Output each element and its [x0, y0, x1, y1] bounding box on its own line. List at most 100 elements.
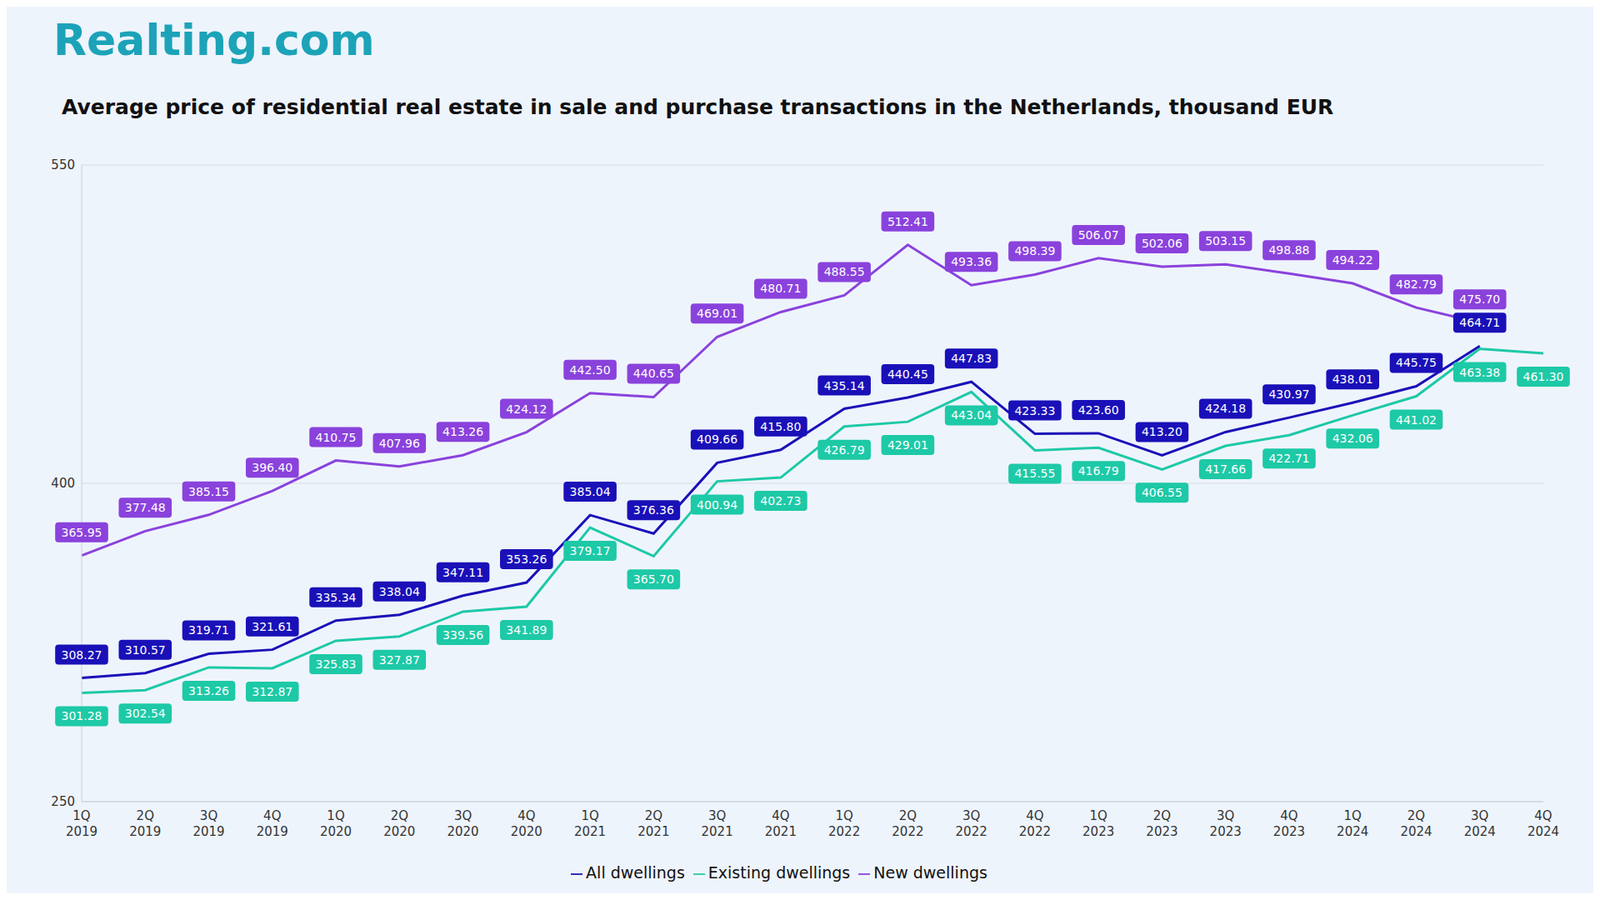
svg-text:4Q: 4Q [1025, 808, 1044, 824]
svg-text:2020: 2020 [383, 824, 415, 840]
svg-text:385.04: 385.04 [570, 485, 611, 499]
svg-text:2Q: 2Q [899, 808, 917, 824]
svg-text:415.80: 415.80 [760, 420, 801, 434]
svg-text:413.26: 413.26 [442, 425, 484, 439]
svg-text:417.66: 417.66 [1205, 462, 1246, 476]
svg-text:488.55: 488.55 [824, 265, 865, 279]
svg-text:2020: 2020 [446, 824, 479, 840]
svg-text:1Q: 1Q [580, 808, 599, 824]
svg-text:2024: 2024 [1336, 824, 1369, 840]
svg-text:376.36: 376.36 [633, 503, 675, 517]
svg-text:2023: 2023 [1082, 824, 1115, 840]
svg-text:402.73: 402.73 [760, 494, 801, 508]
svg-text:429.01: 429.01 [887, 438, 929, 452]
svg-text:4Q: 4Q [1534, 808, 1552, 824]
svg-text:475.70: 475.70 [1459, 292, 1500, 306]
svg-text:2020: 2020 [320, 824, 352, 840]
svg-text:445.75: 445.75 [1395, 355, 1437, 370]
svg-text:319.71: 319.71 [188, 623, 230, 637]
svg-text:441.02: 441.02 [1395, 413, 1437, 427]
svg-text:2020: 2020 [510, 824, 543, 840]
svg-text:2023: 2023 [1273, 824, 1305, 840]
svg-text:339.56: 339.56 [442, 628, 484, 642]
svg-text:550: 550 [50, 157, 75, 173]
svg-text:493.36: 493.36 [950, 255, 992, 269]
svg-text:312.87: 312.87 [251, 685, 293, 699]
svg-text:302.54: 302.54 [125, 706, 166, 720]
svg-text:440.65: 440.65 [633, 366, 675, 380]
svg-text:2022: 2022 [1019, 824, 1051, 840]
svg-text:424.12: 424.12 [505, 402, 547, 416]
svg-text:447.83: 447.83 [950, 351, 992, 365]
svg-text:2021: 2021 [637, 824, 670, 840]
svg-text:409.66: 409.66 [696, 432, 738, 446]
svg-text:426.79: 426.79 [824, 443, 865, 457]
svg-text:335.34: 335.34 [315, 590, 357, 605]
svg-text:400: 400 [50, 475, 75, 491]
svg-text:2021: 2021 [701, 824, 734, 840]
svg-text:3Q: 3Q [1216, 808, 1235, 824]
svg-text:2019: 2019 [192, 824, 225, 840]
svg-text:424.18: 424.18 [1205, 401, 1246, 415]
svg-text:502.06: 502.06 [1141, 236, 1183, 250]
svg-text:2022: 2022 [891, 824, 924, 840]
svg-text:2Q: 2Q [645, 808, 663, 824]
svg-text:3Q: 3Q [454, 808, 472, 824]
svg-text:494.22: 494.22 [1332, 253, 1374, 267]
svg-text:2024: 2024 [1527, 824, 1560, 840]
svg-text:3Q: 3Q [1470, 808, 1489, 824]
svg-text:2Q: 2Q [1153, 808, 1171, 824]
svg-text:308.27: 308.27 [61, 648, 103, 662]
svg-text:422.71: 422.71 [1268, 451, 1310, 465]
svg-text:353.26: 353.26 [505, 552, 547, 566]
svg-text:338.04: 338.04 [379, 585, 420, 599]
svg-text:442.50: 442.50 [570, 363, 611, 377]
svg-text:438.01: 438.01 [1332, 372, 1374, 386]
svg-text:2019: 2019 [256, 824, 289, 840]
svg-text:423.60: 423.60 [1078, 403, 1120, 417]
svg-text:3Q: 3Q [708, 808, 726, 824]
svg-text:2Q: 2Q [136, 808, 155, 824]
svg-text:410.75: 410.75 [315, 430, 357, 445]
svg-text:506.07: 506.07 [1078, 228, 1120, 242]
svg-text:423.33: 423.33 [1014, 404, 1055, 418]
svg-text:2022: 2022 [955, 824, 988, 840]
svg-text:464.71: 464.71 [1459, 315, 1500, 330]
svg-text:2Q: 2Q [1407, 808, 1425, 824]
svg-text:379.17: 379.17 [570, 544, 611, 558]
svg-text:1Q: 1Q [72, 808, 90, 824]
svg-text:3Q: 3Q [200, 808, 218, 824]
svg-text:498.88: 498.88 [1268, 243, 1310, 257]
svg-text:406.55: 406.55 [1141, 485, 1183, 500]
svg-text:365.70: 365.70 [633, 572, 675, 586]
svg-text:469.01: 469.01 [696, 306, 738, 320]
svg-text:413.20: 413.20 [1141, 425, 1183, 439]
svg-text:1Q: 1Q [1344, 808, 1362, 824]
svg-text:2024: 2024 [1400, 824, 1432, 840]
svg-text:432.06: 432.06 [1332, 431, 1374, 445]
svg-text:2023: 2023 [1145, 824, 1178, 840]
svg-text:2023: 2023 [1210, 824, 1242, 840]
svg-text:2021: 2021 [574, 824, 606, 840]
svg-text:321.61: 321.61 [251, 620, 293, 634]
svg-text:461.30: 461.30 [1523, 370, 1565, 384]
svg-text:498.39: 498.39 [1014, 244, 1055, 258]
svg-text:416.79: 416.79 [1078, 464, 1120, 478]
svg-text:1Q: 1Q [1089, 808, 1107, 824]
svg-text:503.15: 503.15 [1205, 234, 1246, 248]
svg-text:365.95: 365.95 [61, 525, 103, 540]
svg-text:400.94: 400.94 [696, 498, 738, 512]
svg-text:347.11: 347.11 [442, 565, 484, 580]
svg-text:430.97: 430.97 [1268, 387, 1310, 401]
svg-text:4Q: 4Q [1280, 808, 1298, 824]
svg-text:480.71: 480.71 [760, 281, 801, 295]
svg-text:385.15: 385.15 [188, 485, 230, 499]
svg-text:463.38: 463.38 [1459, 365, 1500, 380]
svg-text:250: 250 [50, 794, 75, 810]
svg-text:512.41: 512.41 [887, 215, 929, 229]
svg-text:1Q: 1Q [835, 808, 853, 824]
svg-text:4Q: 4Q [517, 808, 535, 824]
svg-text:2019: 2019 [65, 824, 98, 840]
svg-text:443.04: 443.04 [950, 408, 992, 422]
svg-text:482.79: 482.79 [1395, 277, 1437, 291]
